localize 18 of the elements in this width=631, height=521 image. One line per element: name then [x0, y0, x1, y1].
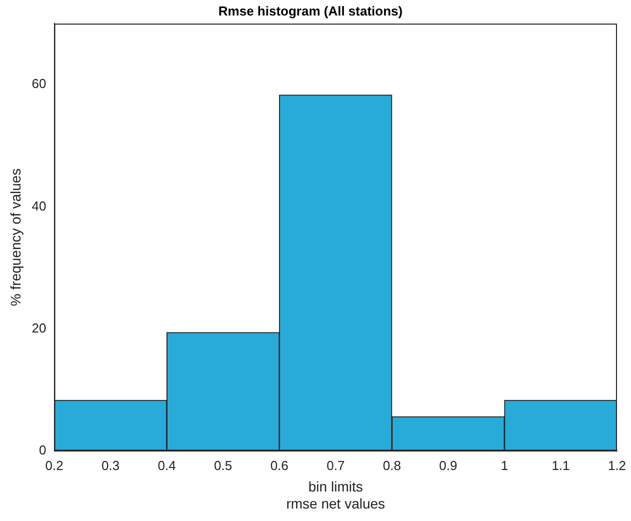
y-tick-label: 20	[32, 320, 46, 336]
x-tick-label: 0.8	[382, 458, 401, 474]
y-tick-label: 60	[32, 76, 46, 92]
x-tick-label: 0.2	[45, 458, 64, 474]
x-tick-label: 0.7	[326, 458, 345, 474]
x-tick-label: 0.4	[158, 458, 176, 474]
y-axis-title: % frequency of values	[7, 168, 24, 306]
chart-title: Rmse histogram (All stations)	[218, 3, 403, 18]
x-tick-label: 0.3	[101, 458, 120, 474]
y-tick-label: 40	[32, 198, 46, 214]
x-axis-title: bin limits rmse net values	[286, 478, 386, 512]
x-tick-label: 0.9	[439, 458, 458, 474]
x-tick-label: 1	[500, 458, 508, 474]
y-tick-label: 0	[39, 442, 46, 458]
x-tick-label: 1.2	[608, 458, 626, 474]
x-tick-label: 1.1	[552, 458, 570, 474]
x-tick-label: 0.5	[214, 458, 232, 474]
x-tick-label: 0.6	[270, 458, 288, 474]
